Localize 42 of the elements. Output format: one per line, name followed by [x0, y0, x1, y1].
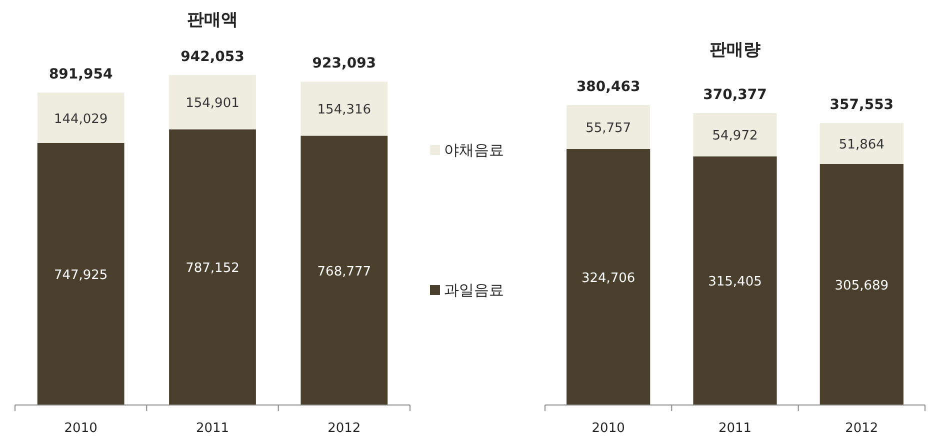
total-label: 357,553 [830, 97, 894, 114]
x-tick-label: 2012 [845, 421, 878, 436]
bar [37, 92, 124, 144]
total-label: 923,093 [312, 56, 376, 72]
data-label: 787,152 [186, 261, 240, 276]
data-label: 144,029 [54, 112, 108, 127]
chart-title: 판매량 [710, 40, 760, 60]
data-label: 315,405 [708, 274, 762, 290]
x-tick-label: 2010 [592, 421, 625, 436]
bar [693, 156, 777, 405]
bar [169, 129, 256, 405]
chart-title: 판매액 [187, 10, 238, 30]
data-label: 154,316 [317, 102, 372, 118]
legend-label: 과일음료 [444, 281, 504, 299]
data-label: 747,925 [54, 268, 108, 283]
data-label: 768,777 [317, 264, 372, 280]
data-label: 324,706 [581, 270, 636, 286]
legend-item: 과일음료 [430, 281, 504, 299]
bar [300, 136, 388, 405]
bar [37, 143, 124, 405]
bar [820, 123, 904, 164]
data-label: 305,689 [834, 278, 889, 294]
bar [820, 164, 904, 405]
legend-item: 야채음료 [430, 141, 504, 159]
x-tick-label: 2010 [64, 421, 98, 436]
data-label: 154,901 [186, 96, 240, 112]
bar [300, 82, 388, 136]
total-label: 891,954 [48, 66, 113, 83]
total-label: 370,377 [703, 86, 767, 103]
x-tick-label: 2012 [328, 421, 361, 436]
data-label: 54,972 [712, 128, 758, 144]
data-label: 55,757 [586, 120, 632, 136]
bar [169, 75, 256, 130]
data-label: 51,864 [838, 138, 884, 153]
x-tick-label: 2011 [718, 421, 752, 436]
total-label: 380,463 [576, 79, 640, 95]
legend-label: 야채음료 [444, 141, 504, 159]
total-label: 942,053 [180, 49, 244, 65]
bar [566, 148, 650, 405]
x-tick-label: 2011 [196, 421, 230, 436]
bar [693, 112, 777, 156]
bar [566, 105, 650, 149]
